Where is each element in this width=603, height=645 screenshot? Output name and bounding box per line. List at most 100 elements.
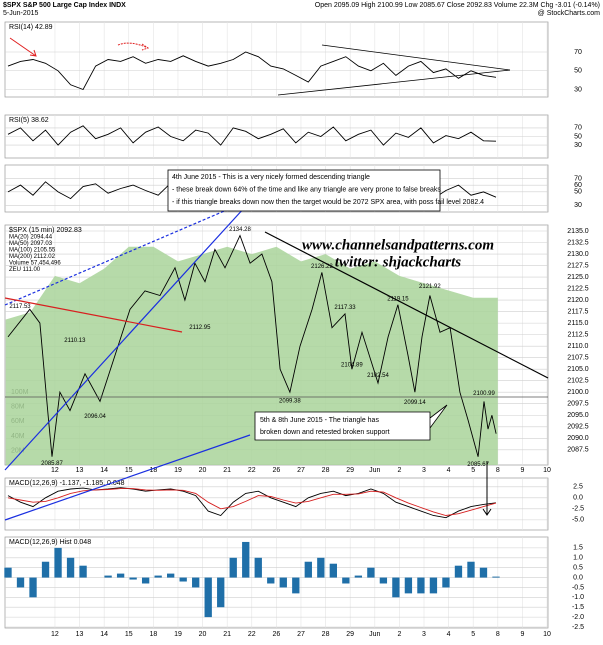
point-label: 2134.28 [229, 227, 251, 233]
hist-bar [254, 557, 262, 578]
legend-line: MA(200) 2112.02 [9, 254, 56, 260]
x-tick-label: 18 [149, 467, 157, 474]
hist-bar [179, 577, 187, 582]
header-date: 5-Jun-2015 [3, 10, 39, 17]
x-tick-label: 10 [543, 467, 551, 474]
x-tick-label: 15 [125, 631, 133, 638]
x-tick-label: Jun [369, 467, 380, 474]
y-tick-label: 2100.0 [567, 389, 589, 396]
x-tick-label: 18 [149, 631, 157, 638]
hist-bar [104, 575, 112, 578]
hist-bar [204, 577, 212, 618]
y-tick-label: 70 [574, 125, 582, 132]
hist-bar [242, 541, 250, 578]
hist-bar [217, 577, 225, 608]
rsi-triangle-bottom [277, 69, 511, 96]
hist-bar [66, 557, 75, 578]
x-tick-label: 12 [51, 467, 59, 474]
x-tick-label: 9 [520, 467, 524, 474]
y-tick-label: 2090.0 [567, 435, 589, 442]
y-tick-label: -1.5 [572, 604, 584, 611]
point-label: 2119.15 [387, 297, 409, 303]
x-tick-label: 20 [199, 467, 207, 474]
y-tick-label: 0.0 [573, 574, 583, 581]
x-tick-label: 3 [422, 467, 426, 474]
y-tick-label: -2.0 [572, 614, 584, 621]
y-tick-label: 70 [574, 175, 582, 182]
y-tick-label: 0.5 [573, 565, 583, 572]
x-tick-label: 22 [248, 467, 256, 474]
point-label: 2110.13 [64, 338, 86, 344]
y-tick-label: 2120.0 [567, 297, 589, 304]
legend-line: MA(100) 2105.55 [9, 248, 56, 254]
y-tick-label: 2105.0 [567, 366, 589, 373]
trendline-dotted [4, 199, 251, 306]
x-tick-label: 13 [76, 467, 84, 474]
y-tick-label: 60 [574, 182, 582, 189]
y-tick-label: 2112.5 [568, 331, 589, 338]
x-tick-label: Jun [369, 631, 380, 638]
x-tick-label: 26 [272, 631, 280, 638]
point-label: 2126.22 [311, 264, 333, 270]
y-tick-label: 30 [574, 202, 582, 209]
note-text: 4th June 2015 - This is a very nicely fo… [172, 174, 370, 181]
x-tick-label: 4 [447, 467, 451, 474]
x-tick-label: 28 [322, 631, 330, 638]
hist-bar [116, 573, 125, 578]
hist-bar [429, 577, 438, 594]
hist-bar [267, 577, 275, 584]
point-label: 2100.99 [473, 391, 495, 397]
x-tick-label: 27 [297, 631, 305, 638]
legend-line: ZEU 111.00 [9, 267, 41, 273]
x-tick-label: 14 [100, 467, 108, 474]
x-tick-label: 26 [272, 467, 280, 474]
x-tick-label: 27 [297, 467, 305, 474]
hist-bar [367, 567, 375, 578]
x-tick-label: 8 [496, 631, 500, 638]
y-tick-label: 70 [574, 49, 582, 56]
x-tick-label: 5 [471, 631, 475, 638]
hist-bar [141, 577, 150, 584]
hist-bar [29, 577, 37, 598]
trendline-black [264, 231, 549, 379]
x-tick-label: 29 [346, 467, 354, 474]
y-tick-label: -1.0 [572, 594, 584, 601]
y-tick-label: 2135.0 [567, 228, 589, 235]
panel-label: RSI(14) 42.89 [9, 24, 53, 31]
panel-label: MACD(12,26,9) -1.137, -1.185, 0.048 [9, 480, 125, 487]
hist-bar [192, 577, 200, 588]
note-text: - these break down 64% of the time and l… [172, 186, 441, 193]
y-tick-label: 2122.5 [567, 285, 589, 292]
x-tick-label: 28 [322, 467, 330, 474]
red-arrow [9, 37, 37, 57]
x-tick-label: 13 [76, 631, 84, 638]
y-tick-label: 2097.5 [567, 401, 589, 408]
y-tick-label: 2130.0 [567, 251, 589, 258]
point-label: 2121.92 [419, 284, 441, 290]
y-tick-label: -2.5 [572, 506, 584, 513]
x-tick-label: 8 [496, 467, 500, 474]
point-label: 2117.33 [334, 305, 356, 311]
hist-bar [167, 573, 175, 578]
header-symbol: $SPX S&P 500 Large Cap Index INDX [3, 2, 126, 9]
header-quote: Open 2095.09 High 2100.99 Low 2085.67 Cl… [315, 2, 600, 9]
x-tick-label: 21 [223, 467, 231, 474]
y-tick-label: 50 [574, 189, 582, 196]
y-tick-label: 2095.0 [567, 412, 589, 419]
trendline-blue [4, 206, 246, 471]
x-tick-label: 10 [543, 631, 551, 638]
y-tick-label: 50 [574, 68, 582, 75]
hist-bar [154, 575, 162, 578]
x-tick-label: 12 [51, 631, 59, 638]
y-tick-label: -5.0 [572, 517, 584, 524]
x-tick-label: 19 [174, 631, 182, 638]
point-label: 2104.89 [341, 362, 363, 368]
point-label: 2112.95 [189, 325, 211, 331]
trendline-red [4, 297, 183, 333]
hist-bar [379, 577, 388, 584]
x-tick-label: 29 [346, 631, 354, 638]
hist-bar [279, 577, 287, 588]
y-tick-label: 2117.5 [568, 308, 589, 315]
